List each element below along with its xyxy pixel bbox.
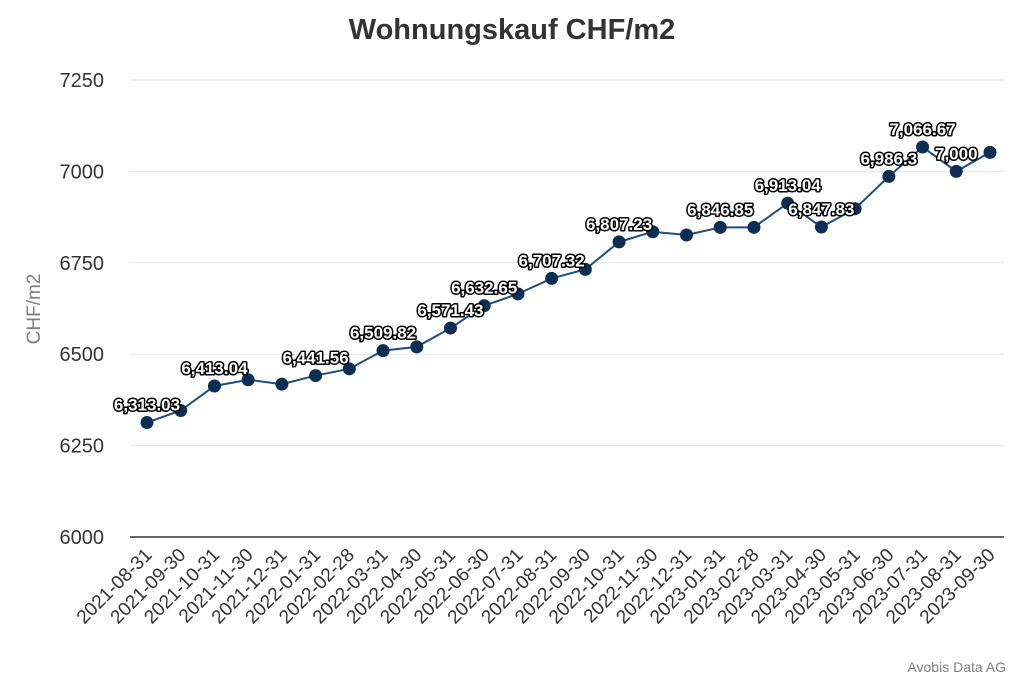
data-point (275, 377, 289, 391)
y-tick-label: 7250 (60, 70, 105, 92)
data-point (207, 379, 221, 393)
chart-title: Wohnungskauf CHF/m2 (348, 14, 676, 46)
data-point (410, 340, 424, 354)
data-point (443, 321, 457, 335)
data-point (578, 262, 592, 276)
data-labels: 6,313.036,413.04 6,441.566,509.826,571.43… (112, 119, 979, 417)
data-label: 6,847.83 (788, 200, 854, 219)
axes: 600062506500675070007250CHF/m22021-08-31… (24, 70, 1004, 628)
data-label: 7,066.67 (889, 120, 955, 139)
data-point (309, 369, 323, 383)
data-label: 6,509.82 (350, 324, 416, 343)
footer-credit: Avobis Data AG (907, 659, 1006, 675)
data-label: 6,413.04 (181, 359, 248, 378)
series-line (140, 140, 997, 430)
y-tick-label: 7000 (60, 161, 105, 183)
y-tick-label: 6500 (60, 344, 105, 366)
data-point (612, 235, 626, 249)
data-point (781, 196, 795, 210)
data-point (376, 344, 390, 358)
data-label: 7,000 (935, 144, 978, 163)
data-label: 6,313.03 (114, 396, 180, 415)
gridlines (130, 79, 1004, 447)
data-point (140, 416, 154, 430)
data-point (680, 228, 694, 242)
data-label: 6,707.32 (519, 251, 585, 270)
data-label: 6,571.43 (417, 301, 483, 320)
data-point (747, 220, 761, 234)
data-point (241, 373, 255, 387)
data-point (174, 404, 188, 418)
series-polyline (146, 145, 991, 424)
data-point (916, 140, 930, 154)
data-point (713, 220, 727, 234)
data-point (545, 271, 559, 285)
data-point (511, 287, 525, 301)
data-label: 6,913.04 (755, 176, 822, 195)
data-point (342, 362, 356, 376)
data-point (848, 202, 862, 216)
data-point (814, 220, 828, 234)
y-axis-label: CHF/m2 (24, 274, 45, 345)
y-tick-label: 6000 (60, 527, 105, 549)
data-point (949, 164, 963, 178)
data-label: 6,986.3 (860, 149, 917, 168)
data-point (477, 299, 491, 313)
data-point (983, 145, 997, 159)
data-label: 6,807.23 (586, 215, 652, 234)
data-label: 6,632.65 (451, 279, 517, 298)
data-point (646, 225, 660, 239)
data-label: 6,846.85 (687, 200, 753, 219)
data-label: 6,441.56 (283, 349, 349, 368)
y-tick-label: 6250 (60, 436, 105, 458)
y-tick-label: 6750 (60, 253, 105, 275)
data-point (882, 169, 896, 183)
